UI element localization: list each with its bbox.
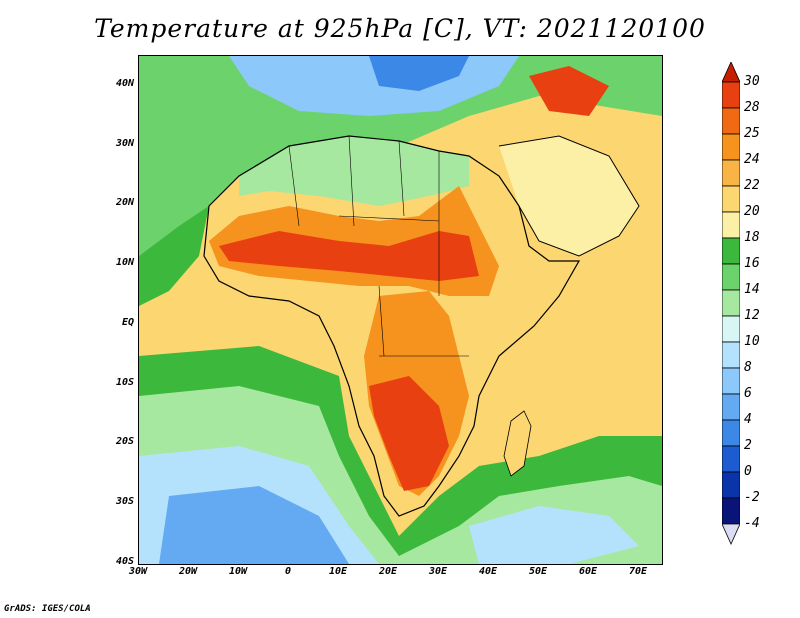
africa-coastline bbox=[203, 135, 581, 517]
lon-label-70e: 70E bbox=[628, 566, 648, 577]
country-borders bbox=[288, 135, 469, 357]
colorbar-label: -4 bbox=[744, 516, 760, 531]
arabia-land bbox=[499, 136, 639, 256]
south-atlantic-cold bbox=[159, 486, 349, 564]
atlantic-north-green bbox=[139, 206, 209, 306]
map-canvas bbox=[139, 56, 662, 564]
arabia-coastline bbox=[498, 135, 640, 257]
colorbar-top-triangle bbox=[722, 62, 740, 83]
colorbar-bottom-triangle bbox=[722, 523, 740, 545]
colorbar-label: 30 bbox=[744, 74, 760, 89]
grads-credit: GrADS: IGES/COLA bbox=[4, 604, 91, 614]
north-cool-region bbox=[139, 56, 662, 256]
colorbar-segment bbox=[722, 315, 740, 343]
colorbar-label: 18 bbox=[744, 230, 760, 245]
colorbar-segment bbox=[722, 471, 740, 499]
lat-label-10n: 10N bbox=[115, 257, 134, 268]
colorbar-segment bbox=[722, 393, 740, 421]
lon-label-60e: 60E bbox=[578, 566, 598, 577]
colorbar-label: 28 bbox=[744, 100, 760, 115]
colorbar-segment bbox=[722, 159, 740, 187]
colorbar-label: 22 bbox=[744, 178, 760, 193]
lat-label-10s: 10S bbox=[115, 377, 134, 388]
lat-label-eq: EQ bbox=[121, 317, 134, 328]
lat-label-40s: 40S bbox=[115, 556, 134, 567]
temperature-map bbox=[138, 55, 663, 565]
colorbar-segment bbox=[722, 263, 740, 291]
lon-label-10e: 10E bbox=[328, 566, 348, 577]
colorbar-label: 10 bbox=[744, 334, 760, 349]
southern-africa-hot bbox=[369, 376, 449, 491]
colorbar-segment bbox=[722, 237, 740, 265]
persian-gulf-hot bbox=[529, 66, 609, 116]
colorbar-label: 24 bbox=[744, 152, 760, 167]
lon-label-30e: 30E bbox=[428, 566, 448, 577]
lon-label-30w: 30W bbox=[128, 566, 148, 577]
colorbar-label: 14 bbox=[744, 282, 760, 297]
colorbar-label: -2 bbox=[744, 490, 760, 505]
lon-label-20w: 20W bbox=[178, 566, 198, 577]
colorbar-label: 4 bbox=[744, 412, 752, 427]
colorbar-label: 25 bbox=[744, 126, 760, 141]
madagascar bbox=[503, 410, 532, 477]
colorbar-segment bbox=[722, 445, 740, 473]
sahel-hot bbox=[219, 231, 479, 281]
colorbar-label: 2 bbox=[744, 438, 752, 453]
chart-title: Temperature at 925hPa [C], VT: 202112010… bbox=[94, 14, 706, 43]
colorbar-label: 20 bbox=[744, 204, 760, 219]
colorbar-segment bbox=[722, 107, 740, 135]
lon-label-10w: 10W bbox=[228, 566, 248, 577]
colorbar-segment bbox=[722, 185, 740, 213]
colorbar-segment bbox=[722, 419, 740, 447]
europe-coldest-region bbox=[369, 56, 469, 91]
colorbar-label: 12 bbox=[744, 308, 760, 323]
lat-label-20n: 20N bbox=[115, 197, 134, 208]
colorbar-label: 0 bbox=[744, 464, 752, 479]
colorbar-segment bbox=[722, 133, 740, 161]
lat-label-40n: 40N bbox=[115, 78, 134, 89]
lon-label-50e: 50E bbox=[528, 566, 548, 577]
colorbar-label: 6 bbox=[744, 386, 752, 401]
colorbar-label: 8 bbox=[744, 360, 752, 375]
colorbar-segment bbox=[722, 211, 740, 239]
colorbar-segment bbox=[722, 341, 740, 369]
colorbar-segment bbox=[722, 81, 740, 109]
sahara-cool-belt bbox=[239, 136, 469, 206]
lat-label-20s: 20S bbox=[115, 436, 134, 447]
colorbar-segment bbox=[722, 289, 740, 317]
lat-label-30s: 30S bbox=[115, 496, 134, 507]
colorbar bbox=[722, 62, 740, 545]
lon-label-0: 0 bbox=[284, 566, 292, 577]
south-indian-cool bbox=[469, 506, 639, 564]
colorbar-label: 16 bbox=[744, 256, 760, 271]
lat-label-30n: 30N bbox=[115, 138, 134, 149]
colorbar-segment bbox=[722, 497, 740, 525]
lon-label-20e: 20E bbox=[378, 566, 398, 577]
lon-label-40e: 40E bbox=[478, 566, 498, 577]
colorbar-segment bbox=[722, 367, 740, 395]
